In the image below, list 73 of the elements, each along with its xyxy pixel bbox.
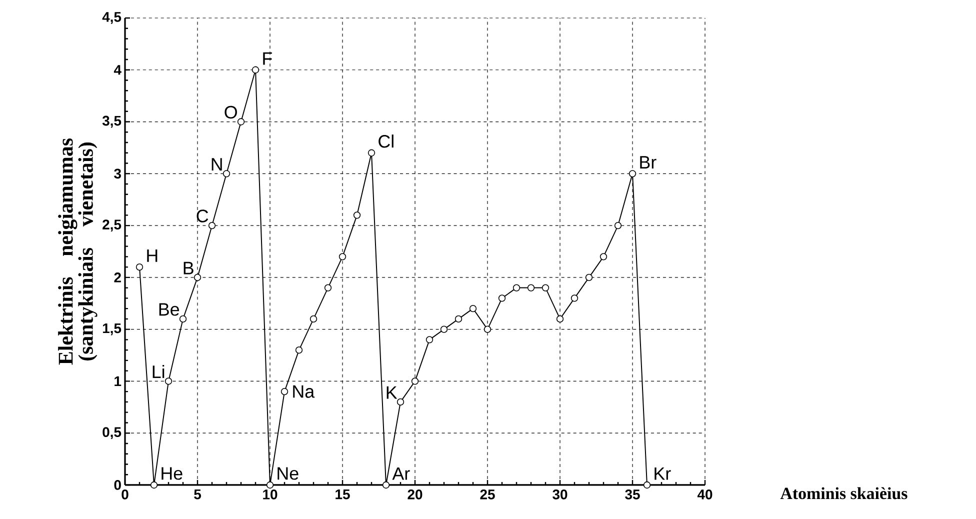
point	[382, 481, 390, 489]
point	[454, 315, 462, 323]
y-axis-title: Elektrinis neigiamumas (santykiniais vienetais)	[58, 138, 98, 365]
annotation: B	[184, 262, 194, 274]
annotation: Ar	[392, 467, 410, 480]
annotation: O	[224, 106, 237, 119]
annotation: H	[147, 250, 158, 262]
y-tick-label: 2	[114, 272, 121, 282]
x-tick-label: 0	[122, 489, 128, 500]
point	[150, 481, 158, 489]
point	[527, 284, 535, 292]
annotation: Be	[159, 303, 180, 316]
point	[614, 222, 622, 230]
y-tick-label: 3	[114, 168, 121, 179]
y-tick-label: 1,5	[102, 323, 122, 336]
annotation: K	[386, 386, 398, 399]
point	[411, 378, 419, 385]
x-tick-label: 15	[336, 490, 350, 500]
x-tick-label: 35	[625, 489, 640, 500]
point	[179, 315, 187, 323]
annotation: Na	[293, 385, 315, 398]
point	[469, 304, 477, 312]
point	[396, 398, 404, 406]
point	[440, 326, 448, 333]
y-tick-label: 4	[114, 65, 122, 75]
y-tick-label: 3,5	[102, 116, 122, 128]
x-tick-label: 10	[263, 489, 278, 500]
point	[222, 170, 230, 178]
point	[136, 263, 144, 271]
annotation: Ne	[278, 467, 298, 480]
point	[237, 118, 245, 126]
point	[542, 284, 550, 292]
point	[295, 346, 303, 354]
point	[426, 336, 434, 344]
annotation: Li	[152, 365, 164, 378]
y-tick-label: 0	[114, 480, 121, 490]
annotation: Cl	[378, 134, 394, 148]
x-tick-label: 30	[552, 489, 568, 500]
point	[324, 284, 332, 292]
point	[570, 294, 578, 302]
point	[208, 222, 216, 230]
point	[484, 326, 492, 333]
point	[252, 66, 260, 74]
annotation: He	[162, 467, 182, 480]
x-tick-label: 5	[194, 490, 202, 500]
point	[266, 481, 274, 489]
point	[512, 284, 520, 292]
x-tick-label: 40	[697, 489, 712, 500]
y-tick-label: 0,5	[102, 427, 122, 440]
point	[556, 315, 564, 323]
y-tick-label: 1	[114, 376, 122, 386]
point	[643, 481, 651, 489]
point	[498, 294, 506, 302]
y-tick-label: 4,5	[102, 12, 122, 24]
point	[600, 253, 608, 260]
point	[353, 212, 361, 219]
point	[310, 315, 318, 323]
annotation: F	[263, 52, 272, 65]
point	[628, 170, 636, 178]
y-tick-label: 2,5	[102, 220, 122, 232]
point	[368, 149, 376, 156]
annotation: N	[212, 158, 222, 170]
annotation: C	[196, 210, 208, 222]
x-axis-title: Atominis skaièius	[780, 487, 908, 500]
point	[338, 253, 346, 260]
point	[164, 378, 172, 385]
annotation: Kr	[654, 467, 671, 480]
x-tick-label: 25	[480, 489, 495, 500]
point	[585, 274, 593, 282]
x-tick-label: 20	[408, 489, 422, 500]
annotation: Br	[640, 156, 656, 168]
point	[194, 274, 202, 282]
point	[280, 388, 288, 396]
